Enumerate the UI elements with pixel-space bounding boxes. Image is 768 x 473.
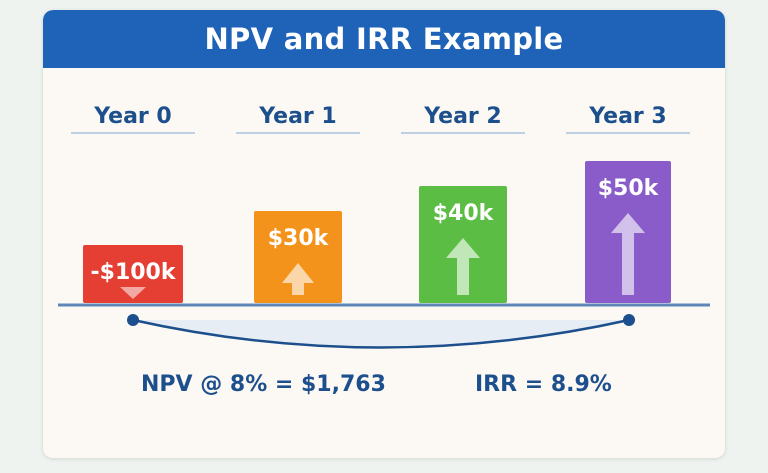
irr-result: IRR = 8.9% xyxy=(475,372,612,397)
up-arrow-icon xyxy=(446,238,480,295)
bar-value-year-0: -$100k xyxy=(91,260,177,285)
bar-value-year-1: $30k xyxy=(268,226,330,251)
chart-title: NPV and IRR Example xyxy=(204,22,564,56)
year-label-year-2: Year 2 xyxy=(423,104,502,129)
down-arrow-icon xyxy=(120,287,146,299)
discount-bracket xyxy=(132,318,630,349)
year-label-year-1: Year 1 xyxy=(258,104,337,129)
year-label-year-0: Year 0 xyxy=(93,104,172,129)
bracket-end-dot xyxy=(623,314,635,326)
up-arrow-icon xyxy=(282,263,314,295)
cash-flow-chart: Year 0 Year 1 Year 2 Year 3 -$100k $30k $40k $… xyxy=(58,104,710,397)
year-label-year-3: Year 3 xyxy=(588,104,667,129)
bar-year-1 xyxy=(254,211,342,303)
npv-result: NPV @ 8% = $1,763 xyxy=(141,372,386,397)
bar-value-year-3: $50k xyxy=(598,176,660,201)
title-bar: NPV and IRR Example xyxy=(43,10,725,68)
up-arrow-icon xyxy=(611,213,645,295)
bar-year-0 xyxy=(83,245,183,303)
bar-value-year-2: $40k xyxy=(433,201,495,226)
chart-card: NPV and IRR Example Year 0 Year 1 Year 2 Ye… xyxy=(43,10,725,458)
bracket-start-dot xyxy=(127,314,139,326)
